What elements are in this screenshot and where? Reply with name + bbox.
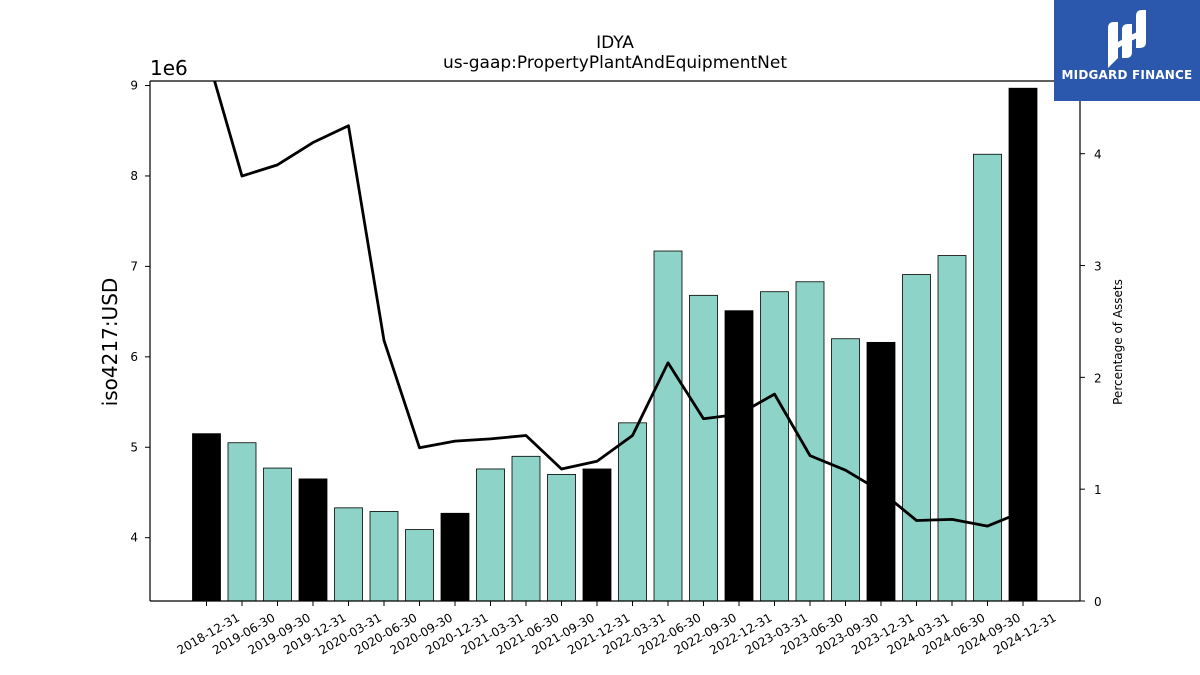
bar-2022-06-30 bbox=[653, 250, 683, 602]
y-tick-label: 4 bbox=[130, 531, 138, 545]
bar-2023-12-31 bbox=[866, 341, 896, 602]
line-percentage-of-assets bbox=[213, 81, 1024, 528]
bar-2023-03-31 bbox=[760, 291, 789, 602]
y2-tick-label: 0 bbox=[1094, 595, 1102, 609]
y-tick-label: 7 bbox=[130, 259, 138, 273]
bar-2024-09-30 bbox=[973, 153, 1002, 602]
bar-2024-06-30 bbox=[937, 255, 967, 602]
y2-tick-label: 3 bbox=[1094, 260, 1102, 274]
chart-title: IDYA bbox=[596, 33, 634, 53]
bar-2022-03-31 bbox=[618, 422, 647, 602]
bar-2019-12-31 bbox=[298, 478, 328, 602]
bar-2021-03-31 bbox=[476, 468, 505, 602]
y-axis-offset-label: 1e6 bbox=[150, 56, 188, 80]
bar-2022-12-31 bbox=[724, 310, 754, 602]
bar-2022-09-30 bbox=[689, 294, 718, 602]
bar-2019-06-30 bbox=[227, 442, 257, 602]
bar-2020-03-31 bbox=[334, 507, 363, 602]
bar-2020-09-30 bbox=[405, 529, 434, 602]
bar-2024-12-31 bbox=[1008, 87, 1038, 602]
line-layer bbox=[213, 81, 1024, 528]
midgard-logo-icon bbox=[1108, 10, 1146, 68]
bar-2020-06-30 bbox=[369, 511, 399, 602]
chart-subtitle: us-gaap:PropertyPlantAndEquipmentNet bbox=[443, 53, 787, 73]
y2-tick-label: 4 bbox=[1094, 148, 1102, 162]
y2-tick-label: 1 bbox=[1094, 483, 1102, 497]
y-axis-label: iso4217:USD bbox=[98, 278, 122, 407]
bar-2021-09-30 bbox=[547, 473, 576, 602]
bar-2024-03-31 bbox=[902, 274, 931, 602]
bar-2021-12-31 bbox=[582, 468, 612, 602]
y-tick-label: 8 bbox=[130, 169, 138, 183]
y-tick-label: 6 bbox=[130, 350, 138, 364]
y2-tick-label: 2 bbox=[1094, 371, 1102, 385]
logo-text: MIDGARD FINANCE bbox=[1061, 68, 1193, 82]
bar-2021-06-30 bbox=[511, 455, 541, 602]
y-tick-label: 9 bbox=[130, 79, 138, 93]
bars-layer bbox=[192, 87, 1038, 602]
y-tick-label: 5 bbox=[130, 440, 138, 454]
y2-axis-label: Percentage of Assets bbox=[1111, 279, 1125, 405]
bar-2018-12-31 bbox=[192, 433, 221, 602]
bar-2019-09-30 bbox=[263, 467, 292, 602]
brand-logo: MIDGARD FINANCE bbox=[1054, 0, 1200, 101]
bar-2020-12-31 bbox=[440, 512, 470, 602]
